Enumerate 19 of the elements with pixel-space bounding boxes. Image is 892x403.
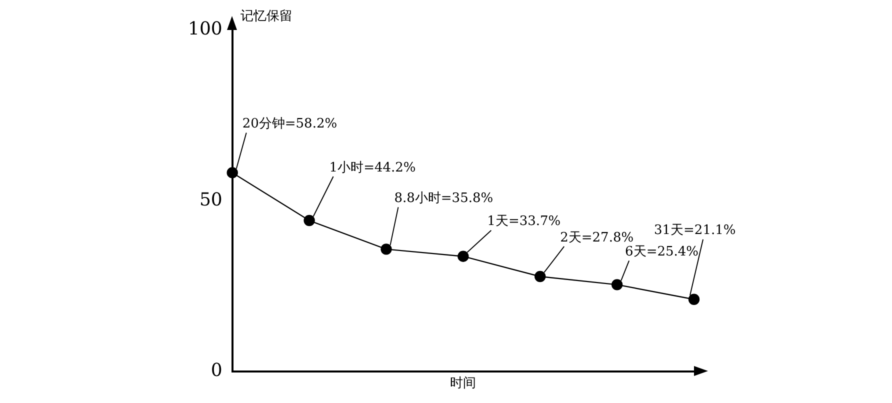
- data-label: 8.8小时=35.8%: [394, 191, 494, 206]
- data-label: 6天=25.4%: [625, 244, 699, 260]
- point: [380, 244, 392, 255]
- point: [304, 214, 315, 226]
- data-label: 20分钟=58.2%: [242, 116, 338, 132]
- data-label: 1天=33.7%: [487, 214, 561, 230]
- point: [534, 270, 546, 282]
- data-label: 1小时=44.2%: [329, 160, 416, 176]
- y-axis-title: 记忆保留: [240, 8, 292, 24]
- data-label: 2天=27.8%: [560, 230, 634, 246]
- point: [458, 250, 469, 262]
- point: [611, 279, 623, 290]
- y-tick-label: 50: [199, 189, 222, 210]
- data-label: 31天=21.1%: [654, 223, 736, 238]
- point: [226, 167, 238, 178]
- y-tick-label: 0: [210, 360, 222, 382]
- x-axis-title: 时间: [450, 374, 476, 390]
- y-tick-label: 100: [188, 18, 222, 40]
- point: [688, 294, 700, 305]
